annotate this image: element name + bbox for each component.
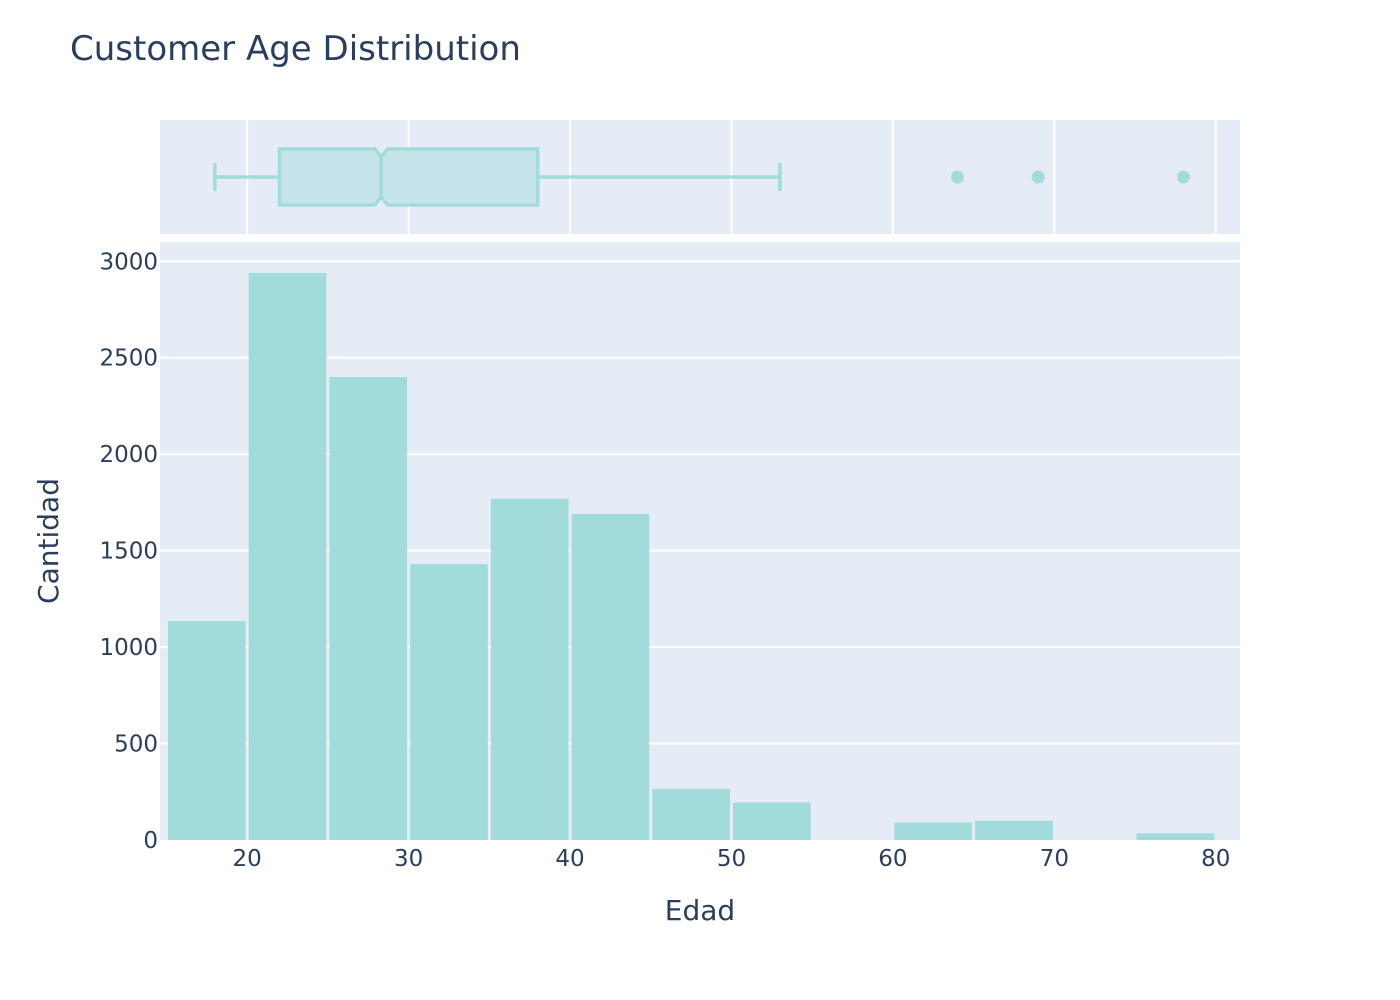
histogram-bar-20-25 xyxy=(248,272,327,840)
y-tick-label-2000: 2000 xyxy=(99,442,158,468)
notched-box xyxy=(277,147,540,207)
chart-title: Customer Age Distribution xyxy=(70,29,521,69)
histogram-bar-50-55 xyxy=(732,802,811,840)
y-tick-label-2500: 2500 xyxy=(99,346,158,372)
x-axis-title: Edad xyxy=(665,894,735,927)
histogram-bar-45-50 xyxy=(652,788,730,840)
histogram-bars xyxy=(167,272,1215,840)
y-axis-title: Cantidad xyxy=(32,478,65,604)
histogram-bar-75-80 xyxy=(1136,833,1215,840)
y-tick-label-1500: 1500 xyxy=(99,539,158,565)
axis-ticks: 20 30 40 50 60 70 80 0 500 1000 1500 2000 2500 3000 xyxy=(99,249,1230,872)
histogram-bar-15-20 xyxy=(167,621,246,840)
x-tick-label-30: 30 xyxy=(394,846,423,872)
histogram-bar-60-65 xyxy=(894,822,973,840)
histogram-bar-40-45 xyxy=(571,513,650,840)
x-tick-label-80: 80 xyxy=(1201,846,1230,872)
x-tick-label-40: 40 xyxy=(555,846,584,872)
outlier-point-64 xyxy=(950,170,964,184)
outlier-point-78 xyxy=(1176,170,1190,184)
histogram-bar-25-30 xyxy=(329,377,408,840)
outlier-point-69 xyxy=(1031,170,1045,184)
histogram-bar-30-35 xyxy=(410,564,488,840)
x-tick-label-70: 70 xyxy=(1040,846,1069,872)
x-tick-label-50: 50 xyxy=(717,846,746,872)
y-tick-label-1000: 1000 xyxy=(99,635,158,661)
x-tick-label-60: 60 xyxy=(878,846,907,872)
y-tick-label-500: 500 xyxy=(114,732,158,758)
histogram-bar-65-70 xyxy=(975,820,1053,840)
histogram-bar-35-40 xyxy=(490,498,569,840)
y-tick-label-0: 0 xyxy=(143,828,158,854)
y-tick-label-3000: 3000 xyxy=(99,249,158,275)
marginal-box-plot xyxy=(213,147,1190,207)
x-tick-label-20: 20 xyxy=(233,846,262,872)
